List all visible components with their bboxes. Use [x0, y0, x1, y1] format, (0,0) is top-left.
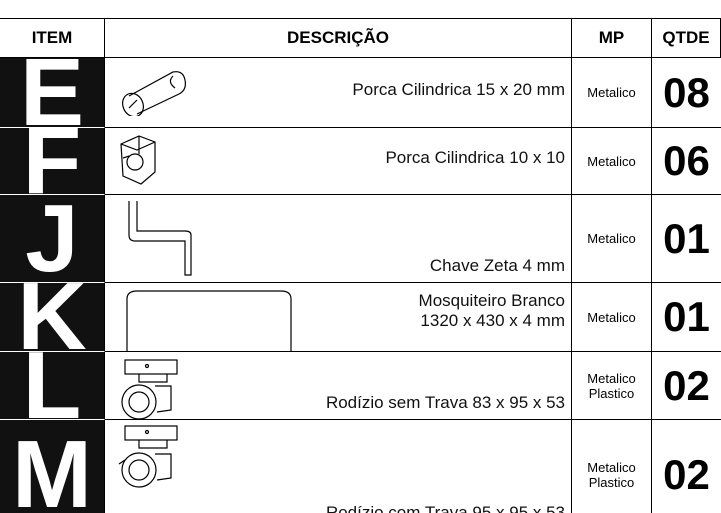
quantity: 01 [652, 283, 721, 352]
item-letter: K [0, 283, 105, 352]
part-icon [118, 425, 178, 488]
material-cell: Metalico [572, 128, 652, 195]
description-cell: Porca Cilindrica 10 x 10 [105, 128, 572, 195]
quantity: 08 [652, 58, 721, 128]
description-cell: Rodízio sem Trava 83 x 95 x 53 [105, 352, 572, 420]
item-letter: M [0, 420, 105, 513]
description-cell: Rodízio com Trava 95 x 95 x 53 [105, 420, 572, 513]
description-text: Rodízio com Trava 95 x 95 x 53 [326, 503, 565, 513]
material-cell: Metalico Plastico [572, 420, 652, 513]
description-line: Porca Cilindrica 15 x 20 mm [352, 79, 565, 99]
description-text: Rodízio sem Trava 83 x 95 x 53 [326, 393, 565, 413]
description-line: 1320 x 430 x 4 mm [420, 311, 565, 330]
material-line: Metalico [587, 85, 636, 100]
item-letter: F [0, 128, 105, 195]
description-cell: Porca Cilindrica 15 x 20 mm [105, 58, 572, 128]
material-line: Metalico [587, 153, 636, 169]
material-line: Plastico [588, 385, 635, 401]
material-line: Plastico [588, 474, 635, 490]
description-text: Porca Cilindrica 10 x 10 [385, 148, 565, 168]
part-icon [122, 71, 186, 116]
item-letter: L [0, 352, 105, 420]
item-letter: E [0, 58, 105, 128]
quantity: 02 [652, 420, 721, 513]
header-cell: QTDE [652, 18, 721, 58]
description-text: Porca Cilindrica 15 x 20 mm [352, 80, 565, 100]
header-cell: DESCRIÇÃO [105, 18, 572, 58]
material-line: Metalico [587, 370, 636, 386]
description-line: Rodízio com Trava 95 x 95 x 53 [325, 503, 565, 513]
material-line: Metalico [587, 459, 636, 475]
part-icon [128, 201, 192, 276]
material-cell: Metalico [572, 283, 652, 352]
header-cell: ITEM [0, 18, 105, 58]
header-cell: MP [572, 18, 652, 58]
description-line: Mosquiteiro Branco [418, 291, 565, 310]
quantity: 02 [652, 352, 721, 420]
description-text: Mosquiteiro Branco 1320 x 430 x 4 mm [419, 291, 565, 331]
description-cell: Chave Zeta 4 mm [105, 195, 572, 283]
part-icon [126, 290, 292, 351]
material-cell: Metalico [572, 195, 652, 283]
description-line: Rodízio sem Trava 83 x 95 x 53 [325, 393, 565, 412]
quantity: 01 [652, 195, 721, 283]
part-icon [120, 135, 156, 185]
material-line: Metalico [587, 309, 636, 325]
material-line: Metalico [587, 231, 636, 246]
material-cell: Metalico Plastico [572, 352, 652, 420]
description-line: Porca Cilindrica 10 x 10 [385, 148, 565, 167]
description-cell: Mosquiteiro Branco 1320 x 430 x 4 mm [105, 283, 572, 352]
material-cell: Metalico [572, 58, 652, 128]
description-line: Chave Zeta 4 mm [429, 256, 565, 275]
part-icon [121, 359, 178, 419]
quantity: 06 [652, 128, 721, 195]
description-text: Chave Zeta 4 mm [430, 256, 565, 276]
item-letter: J [0, 195, 105, 283]
